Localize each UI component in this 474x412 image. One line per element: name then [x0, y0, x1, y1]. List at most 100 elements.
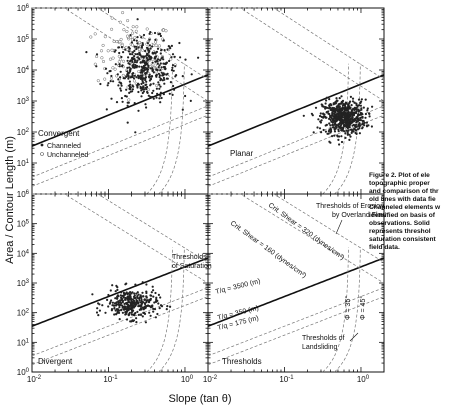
data-point	[146, 42, 149, 45]
data-point	[178, 41, 181, 45]
data-point	[338, 143, 341, 146]
data-point	[173, 88, 176, 91]
data-point	[105, 108, 108, 111]
annotation-landsliding-1: Thresholds of	[302, 335, 344, 342]
data-point	[359, 101, 362, 105]
data-point	[149, 30, 152, 34]
data-point	[106, 49, 110, 53]
data-point	[122, 28, 126, 32]
data-point	[129, 86, 132, 89]
data-point	[151, 91, 154, 95]
data-point	[126, 34, 130, 38]
data-point	[368, 112, 371, 115]
data-point	[104, 311, 107, 314]
data-point	[352, 108, 355, 111]
data-point	[148, 32, 151, 35]
data-point	[371, 105, 374, 108]
data-point	[160, 66, 163, 69]
data-point	[348, 114, 351, 117]
data-point	[152, 89, 155, 92]
data-point	[153, 63, 157, 67]
data-point	[365, 121, 368, 124]
y-tick-label: 106	[17, 190, 30, 199]
data-point	[144, 302, 147, 306]
y-tick-label: 105	[17, 35, 30, 44]
data-point	[138, 297, 141, 300]
data-point	[114, 309, 117, 312]
data-point	[126, 74, 130, 77]
data-point	[127, 77, 130, 80]
data-point	[152, 310, 155, 313]
data-point	[125, 310, 128, 313]
data-point	[149, 47, 152, 50]
data-point	[179, 56, 182, 59]
data-point	[158, 83, 161, 86]
data-point	[132, 72, 135, 75]
data-point	[96, 307, 99, 310]
data-point	[343, 130, 346, 133]
landsliding-dashed-line	[158, 247, 185, 373]
data-point	[142, 308, 145, 311]
data-point	[110, 97, 113, 100]
panel-frame	[31, 7, 209, 195]
data-point	[117, 84, 120, 87]
data-point	[361, 126, 364, 129]
data-point	[124, 48, 127, 51]
data-point	[136, 86, 139, 89]
data-point	[154, 43, 158, 47]
data-point	[93, 62, 97, 66]
data-point	[163, 78, 166, 81]
data-point	[340, 102, 343, 105]
data-point	[358, 122, 361, 125]
data-point	[137, 57, 141, 60]
data-point	[152, 295, 155, 298]
data-point	[368, 115, 371, 118]
data-point	[99, 82, 102, 86]
data-point	[354, 131, 357, 135]
data-point	[107, 82, 110, 85]
y-tick-label: 100	[17, 368, 30, 377]
data-point	[152, 82, 155, 85]
data-point	[165, 308, 168, 311]
data-point	[132, 64, 135, 68]
data-point	[136, 18, 139, 21]
data-point	[141, 88, 144, 91]
landsliding-dashed-line	[334, 247, 361, 373]
data-point	[119, 37, 123, 41]
data-point	[346, 125, 349, 128]
data-point	[144, 83, 147, 87]
data-point	[145, 301, 148, 304]
data-point	[149, 95, 152, 98]
data-point	[366, 107, 369, 110]
data-point	[171, 93, 174, 96]
data-point	[147, 94, 150, 97]
data-point	[118, 299, 122, 302]
data-point	[131, 298, 134, 301]
data-point	[129, 34, 132, 37]
data-point	[130, 297, 133, 300]
data-point	[114, 304, 118, 307]
data-point	[350, 131, 353, 134]
data-point	[134, 131, 137, 134]
data-point	[337, 130, 340, 133]
data-point	[316, 126, 319, 129]
data-point	[129, 53, 132, 56]
data-point	[148, 75, 151, 78]
data-point	[362, 119, 365, 123]
x-tick-label: 10-1	[103, 375, 118, 384]
data-point	[132, 295, 136, 298]
data-point	[120, 97, 123, 100]
data-point	[118, 65, 121, 68]
data-point	[351, 100, 355, 103]
data-point	[141, 74, 144, 77]
data-point	[107, 293, 110, 297]
data-point	[121, 100, 124, 103]
data-point	[119, 294, 122, 297]
data-point	[95, 311, 99, 314]
data-point	[154, 74, 158, 77]
data-point	[119, 89, 123, 92]
data-point	[129, 59, 132, 62]
y-tick-label: 104	[17, 249, 30, 258]
data-point	[336, 134, 339, 137]
